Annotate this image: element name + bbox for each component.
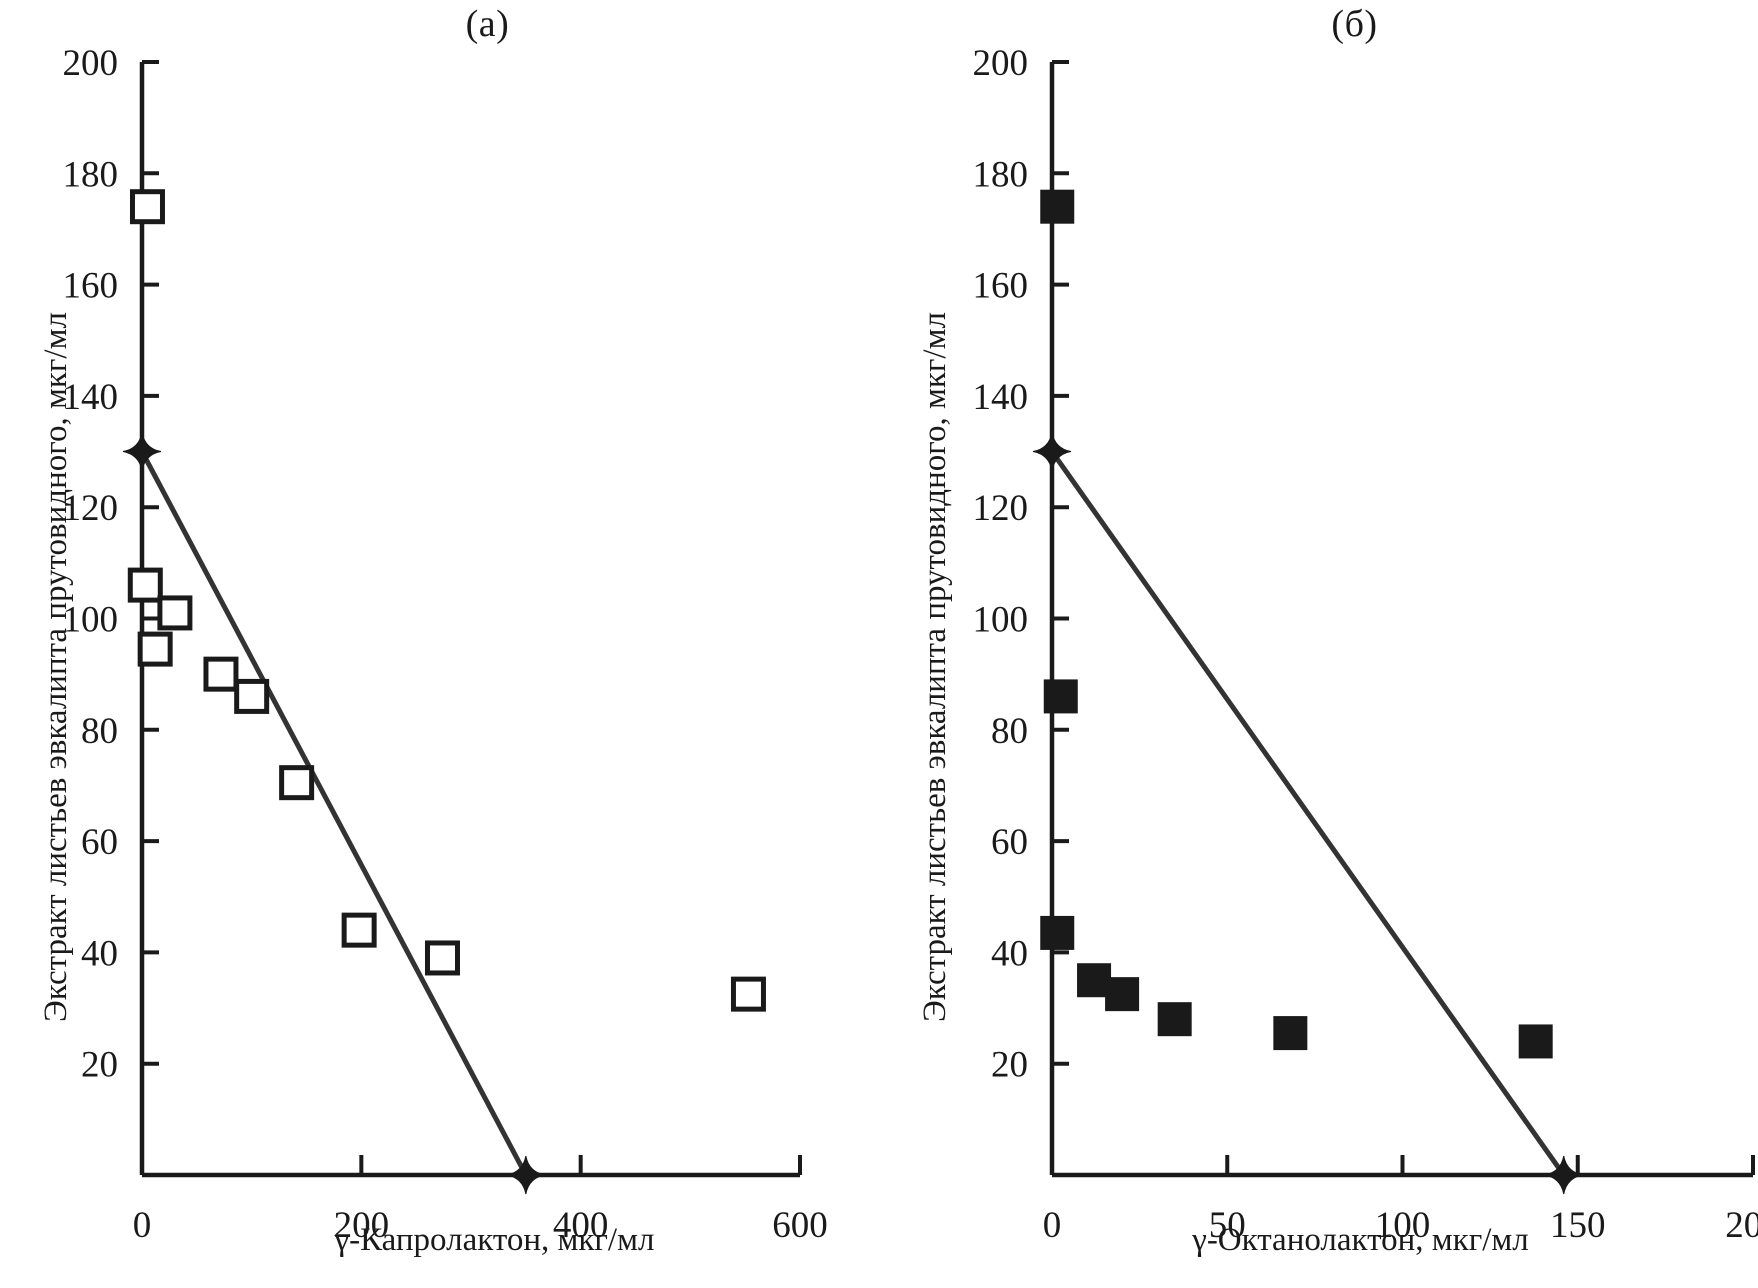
y-tick-label: 60 bbox=[81, 822, 118, 863]
panel-b: (б) 20 40 60 80 100 120 140 160 180 200 0 50 100 150 2… bbox=[879, 0, 1758, 1288]
x-tick-label: 200 bbox=[1725, 1205, 1758, 1246]
data-point-open-square bbox=[157, 595, 193, 631]
data-point-open-square bbox=[424, 940, 460, 976]
x-tick-label: 0 bbox=[133, 1205, 152, 1246]
x-tick-label: 50 bbox=[1209, 1205, 1246, 1246]
y-tick-label: 60 bbox=[991, 822, 1028, 863]
data-point-diamond bbox=[506, 1155, 545, 1195]
data-point-open-square bbox=[234, 678, 270, 714]
y-tick-label: 40 bbox=[81, 933, 118, 974]
panel-a-xlabel: γ-Капролактон, мкг/мл bbox=[334, 1222, 655, 1258]
x-tick-label: 0 bbox=[1043, 1205, 1062, 1246]
x-tick-label: 600 bbox=[772, 1205, 828, 1246]
panel-a-label: (а) bbox=[465, 3, 510, 45]
x-tick-label: 200 bbox=[334, 1205, 390, 1246]
y-tick-label: 200 bbox=[973, 43, 1029, 84]
panel-a: (а) 20 40 60 80 100 120 140 160 180 200 0 200 400 600… bbox=[38, 3, 828, 1258]
y-tick-label: 120 bbox=[63, 488, 119, 529]
y-tick-label: 160 bbox=[973, 266, 1029, 307]
additivity-line bbox=[139, 450, 529, 1177]
y-tick-label: 160 bbox=[63, 266, 119, 307]
data-point-open-square bbox=[129, 189, 165, 225]
panel-a-ylabel: Экстракт листьев эвкалипта прутовидного,… bbox=[38, 312, 74, 1022]
data-point-open-square bbox=[127, 567, 163, 603]
y-tick-label: 140 bbox=[973, 377, 1029, 418]
y-tick-label: 20 bbox=[81, 1045, 118, 1086]
data-point-filled-square bbox=[1273, 1016, 1308, 1051]
panel-b-label: (б) bbox=[1331, 3, 1378, 45]
data-point-diamond bbox=[1544, 1155, 1583, 1195]
x-tick-label: 100 bbox=[1375, 1205, 1431, 1246]
y-tick-label: 140 bbox=[63, 377, 119, 418]
y-tick-label: 40 bbox=[991, 933, 1028, 974]
data-point-filled-square bbox=[1157, 1002, 1192, 1037]
y-tick-label: 100 bbox=[973, 600, 1029, 641]
data-point-filled-square bbox=[1043, 679, 1078, 714]
x-tick-label: 150 bbox=[1550, 1205, 1606, 1246]
data-point-filled-square bbox=[1077, 963, 1112, 998]
y-tick-label: 180 bbox=[973, 154, 1029, 195]
data-point-open-square bbox=[203, 656, 239, 692]
data-point-diamond bbox=[1032, 432, 1072, 471]
data-point-filled-square bbox=[1105, 977, 1140, 1012]
data-point-filled-square bbox=[1040, 189, 1075, 224]
y-tick-label: 80 bbox=[81, 711, 118, 752]
data-point-open-square bbox=[341, 912, 377, 948]
data-point-open-square bbox=[730, 976, 766, 1012]
y-tick-label: 180 bbox=[63, 154, 119, 195]
panel-b-plot: 20 40 60 80 100 120 140 160 180 200 0 50 100 150 200 bbox=[973, 43, 1758, 1246]
data-point-filled-square bbox=[1040, 915, 1075, 950]
y-tick-label: 100 bbox=[63, 600, 119, 641]
data-point-open-square bbox=[279, 765, 315, 801]
panel-b-ylabel: Экстракт листьев эвкалипта прутовидного,… bbox=[917, 312, 953, 1022]
panel-a-plot: 20 40 60 80 100 120 140 160 180 200 0 200 400 600 bbox=[63, 43, 828, 1246]
additivity-line bbox=[1049, 450, 1566, 1177]
y-tick-label: 120 bbox=[973, 488, 1029, 529]
data-point-diamond bbox=[122, 432, 162, 471]
data-point-filled-square bbox=[1518, 1024, 1553, 1059]
data-point-open-square bbox=[137, 631, 173, 667]
y-tick-label: 20 bbox=[991, 1045, 1028, 1086]
y-tick-label: 200 bbox=[63, 43, 119, 84]
y-tick-label: 80 bbox=[991, 711, 1028, 752]
panel-b-xlabel: γ-Октанолактон, мкг/мл bbox=[1192, 1222, 1529, 1258]
x-tick-label: 400 bbox=[553, 1205, 609, 1246]
